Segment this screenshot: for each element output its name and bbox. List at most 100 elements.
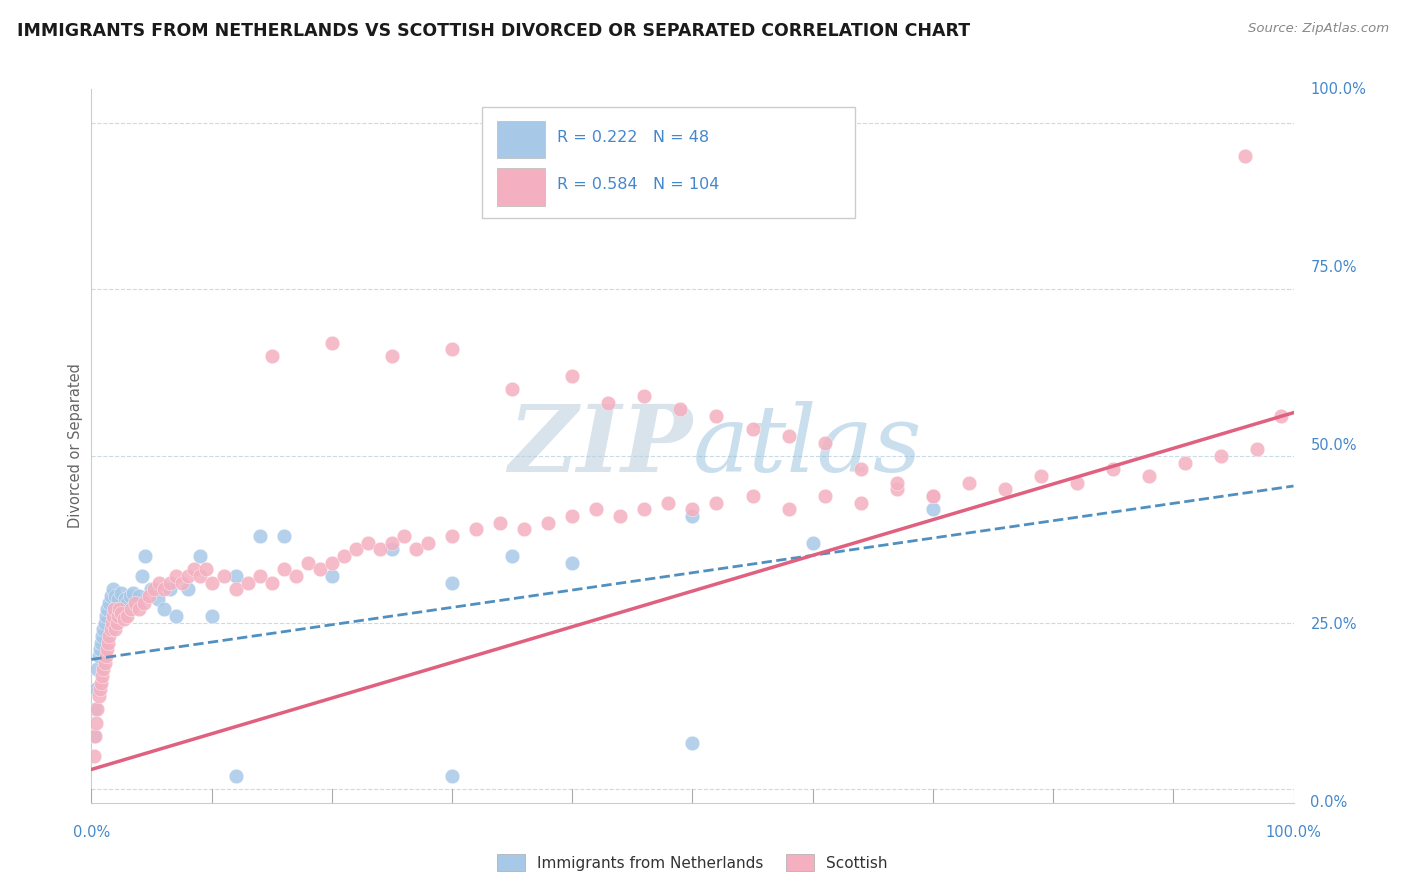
FancyBboxPatch shape: [496, 121, 544, 159]
Point: [131, 569, 153, 583]
Point: [513, 522, 536, 536]
Point: [922, 489, 945, 503]
Point: [128, 602, 150, 616]
Point: [188, 549, 211, 563]
Point: [537, 516, 560, 530]
Point: [201, 609, 224, 624]
Point: [344, 542, 367, 557]
Point: [333, 549, 356, 563]
Point: [125, 596, 148, 610]
Text: 75.0%: 75.0%: [1310, 260, 1357, 275]
Point: [440, 769, 463, 783]
Point: [957, 475, 980, 490]
Point: [465, 522, 488, 536]
Point: [124, 596, 146, 610]
Point: [84, 682, 107, 697]
Point: [381, 542, 404, 557]
Point: [357, 535, 380, 549]
Point: [94, 649, 117, 664]
Point: [91, 629, 114, 643]
Text: 100.0%: 100.0%: [1310, 82, 1367, 96]
Point: [104, 589, 127, 603]
Point: [212, 569, 235, 583]
Text: 25.0%: 25.0%: [1310, 617, 1357, 632]
Point: [225, 569, 247, 583]
Point: [165, 609, 187, 624]
Point: [440, 343, 463, 357]
Point: [152, 602, 174, 616]
Point: [101, 582, 124, 597]
Point: [100, 623, 122, 637]
Point: [321, 569, 343, 583]
Point: [91, 669, 114, 683]
Point: [87, 689, 110, 703]
Point: [117, 596, 139, 610]
Point: [561, 556, 583, 570]
Point: [1246, 442, 1268, 457]
Point: [141, 582, 163, 597]
Point: [886, 483, 908, 497]
Point: [297, 556, 319, 570]
Point: [117, 609, 139, 624]
Point: [122, 585, 145, 599]
Point: [609, 509, 631, 524]
Point: [112, 612, 135, 626]
Point: [86, 662, 108, 676]
Point: [201, 575, 224, 590]
Point: [778, 429, 800, 443]
Point: [110, 606, 132, 620]
Point: [598, 395, 620, 409]
Text: 100.0%: 100.0%: [1265, 825, 1322, 840]
Point: [381, 535, 404, 549]
Point: [741, 422, 763, 436]
FancyBboxPatch shape: [482, 107, 855, 218]
Point: [922, 489, 945, 503]
Point: [84, 702, 107, 716]
Point: [107, 592, 129, 607]
Point: [1174, 456, 1197, 470]
Point: [83, 749, 105, 764]
Point: [188, 569, 211, 583]
Point: [681, 736, 703, 750]
Point: [142, 582, 165, 597]
Point: [1029, 469, 1052, 483]
Text: atlas: atlas: [692, 401, 922, 491]
Point: [284, 569, 307, 583]
Point: [194, 562, 217, 576]
Point: [165, 569, 187, 583]
Point: [138, 589, 160, 603]
Point: [94, 609, 117, 624]
Point: [98, 596, 121, 610]
Point: [273, 562, 295, 576]
Point: [801, 535, 824, 549]
Point: [681, 502, 703, 516]
Text: 0.0%: 0.0%: [73, 825, 110, 840]
Point: [225, 582, 247, 597]
Point: [501, 549, 523, 563]
Point: [321, 335, 343, 350]
Point: [118, 589, 141, 603]
Point: [1137, 469, 1160, 483]
Point: [561, 509, 583, 524]
Point: [489, 516, 512, 530]
Point: [101, 615, 124, 630]
Point: [657, 496, 679, 510]
Point: [922, 502, 945, 516]
Point: [368, 542, 391, 557]
Point: [108, 602, 131, 616]
Point: [128, 589, 150, 603]
Text: Source: ZipAtlas.com: Source: ZipAtlas.com: [1249, 22, 1389, 36]
Point: [706, 409, 728, 423]
Point: [273, 529, 295, 543]
Point: [134, 596, 156, 610]
Point: [260, 575, 283, 590]
Point: [96, 642, 118, 657]
Point: [93, 623, 115, 637]
Point: [706, 496, 728, 510]
Legend: Immigrants from Netherlands, Scottish: Immigrants from Netherlands, Scottish: [491, 848, 894, 877]
Point: [110, 585, 132, 599]
Point: [1270, 409, 1292, 423]
Point: [96, 602, 118, 616]
Point: [134, 549, 156, 563]
Point: [101, 609, 124, 624]
